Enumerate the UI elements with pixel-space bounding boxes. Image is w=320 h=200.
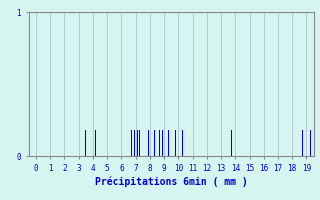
- Bar: [159, 130, 160, 156]
- Bar: [230, 130, 231, 156]
- Bar: [131, 130, 132, 156]
- Bar: [168, 130, 169, 156]
- Bar: [310, 130, 311, 156]
- Bar: [95, 130, 96, 156]
- Bar: [162, 130, 163, 156]
- X-axis label: Précipitations 6min ( mm ): Précipitations 6min ( mm ): [95, 177, 248, 187]
- Bar: [182, 130, 183, 156]
- Bar: [302, 130, 303, 156]
- Bar: [85, 130, 86, 156]
- Bar: [137, 130, 138, 156]
- Bar: [154, 130, 155, 156]
- Bar: [134, 130, 135, 156]
- Bar: [175, 130, 176, 156]
- Bar: [148, 130, 149, 156]
